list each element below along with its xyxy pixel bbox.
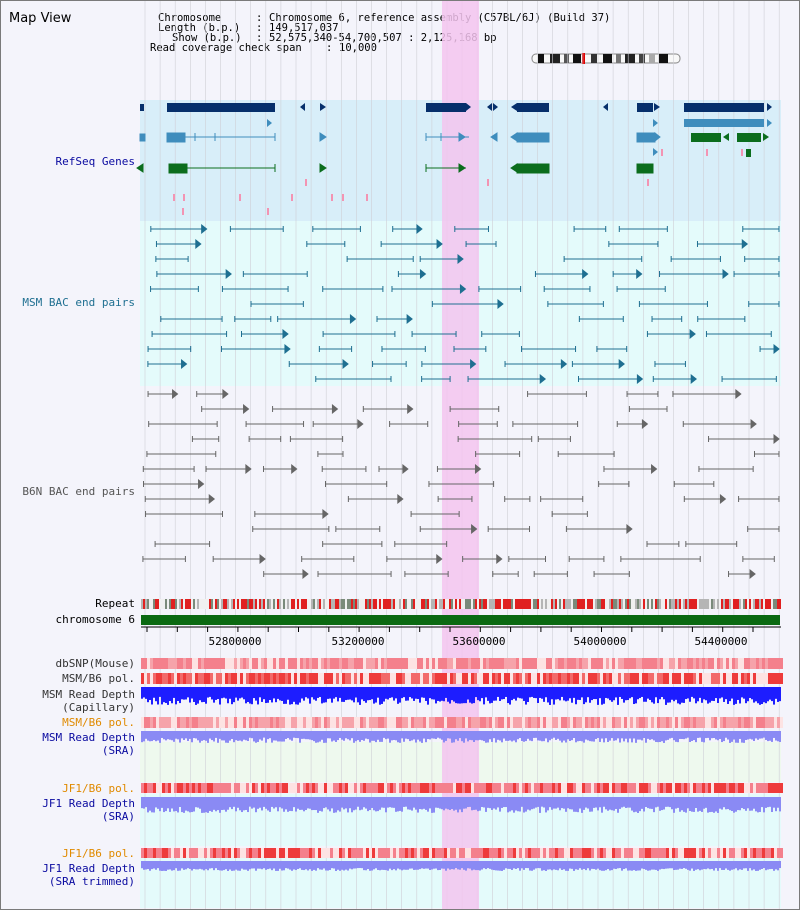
- track-label-jf1-b6-pol-2[interactable]: JF1/B6 pol.: [62, 847, 135, 860]
- show-colon: :: [256, 32, 263, 44]
- track-label-jf1-depth-trimmed[interactable]: JF1 Read Depth: [42, 862, 135, 875]
- grid-lines: [144, 1, 780, 909]
- track-label-jf1-b6-pol[interactable]: JF1/B6 pol.: [62, 782, 135, 795]
- show-key: Show (b.p.): [172, 32, 242, 44]
- track-label-jf1-depth-trimmed-sub: (SRA trimmed): [49, 875, 135, 888]
- coverage-value: 10,000: [339, 42, 377, 54]
- track-label-b6n-bac[interactable]: B6N BAC end pairs: [22, 485, 135, 498]
- coverage-key: Read coverage check span: [150, 42, 302, 54]
- track-label-msm-bac[interactable]: MSM BAC end pairs: [22, 296, 135, 309]
- track-label-chromosome[interactable]: chromosome 6: [56, 613, 135, 626]
- b6n-bac-features[interactable]: [142, 388, 780, 580]
- msm-bac-features[interactable]: [147, 223, 780, 385]
- axis-tick-label: 54400000: [695, 635, 748, 648]
- track-label-msm-b6-pol-2[interactable]: MSM/B6 pol.: [62, 716, 135, 729]
- axis-tick-label: 52800000: [209, 635, 262, 648]
- track-label-jf1-depth-sra-sub: (SRA): [102, 810, 135, 823]
- length-value: 149,517,037: [269, 22, 339, 34]
- length-key: Length (b.p.): [158, 22, 241, 34]
- chromosome-colon: :: [256, 12, 263, 24]
- page-title: Map View: [9, 11, 72, 26]
- highlight-region[interactable]: [442, 1, 479, 909]
- track-label-msm-depth-capillary-sub: (Capillary): [62, 701, 135, 714]
- track-label-msm-depth-sra-sub: (SRA): [102, 744, 135, 757]
- track-label-refseq[interactable]: RefSeq Genes: [56, 155, 135, 168]
- position-axis: 52800000 53200000 53600000 54000000 5440…: [141, 626, 781, 648]
- chromosome-ideogram[interactable]: [531, 53, 681, 64]
- chromosome-bar[interactable]: [141, 615, 780, 625]
- repeat-track[interactable]: [141, 599, 781, 609]
- track-label-msm-depth-capillary[interactable]: MSM Read Depth: [42, 688, 135, 701]
- coverage-colon: :: [326, 42, 333, 54]
- track-label-msm-depth-sra[interactable]: MSM Read Depth: [42, 731, 135, 744]
- track-label-msm-b6-pol[interactable]: MSM/B6 pol.: [62, 672, 135, 685]
- axis-tick-label: 53600000: [453, 635, 506, 648]
- chromosome-key: Chromosome: [158, 12, 222, 24]
- axis-tick-label: 54000000: [574, 635, 627, 648]
- track-label-jf1-depth-sra[interactable]: JF1 Read Depth: [42, 797, 135, 810]
- length-colon: :: [256, 22, 263, 34]
- refseq-genes[interactable]: [136, 103, 772, 215]
- data-tracks[interactable]: [141, 658, 783, 871]
- track-label-dbsnp[interactable]: dbSNP(Mouse): [56, 657, 135, 670]
- axis-tick-label: 53200000: [332, 635, 385, 648]
- track-label-repeat[interactable]: Repeat: [95, 597, 135, 610]
